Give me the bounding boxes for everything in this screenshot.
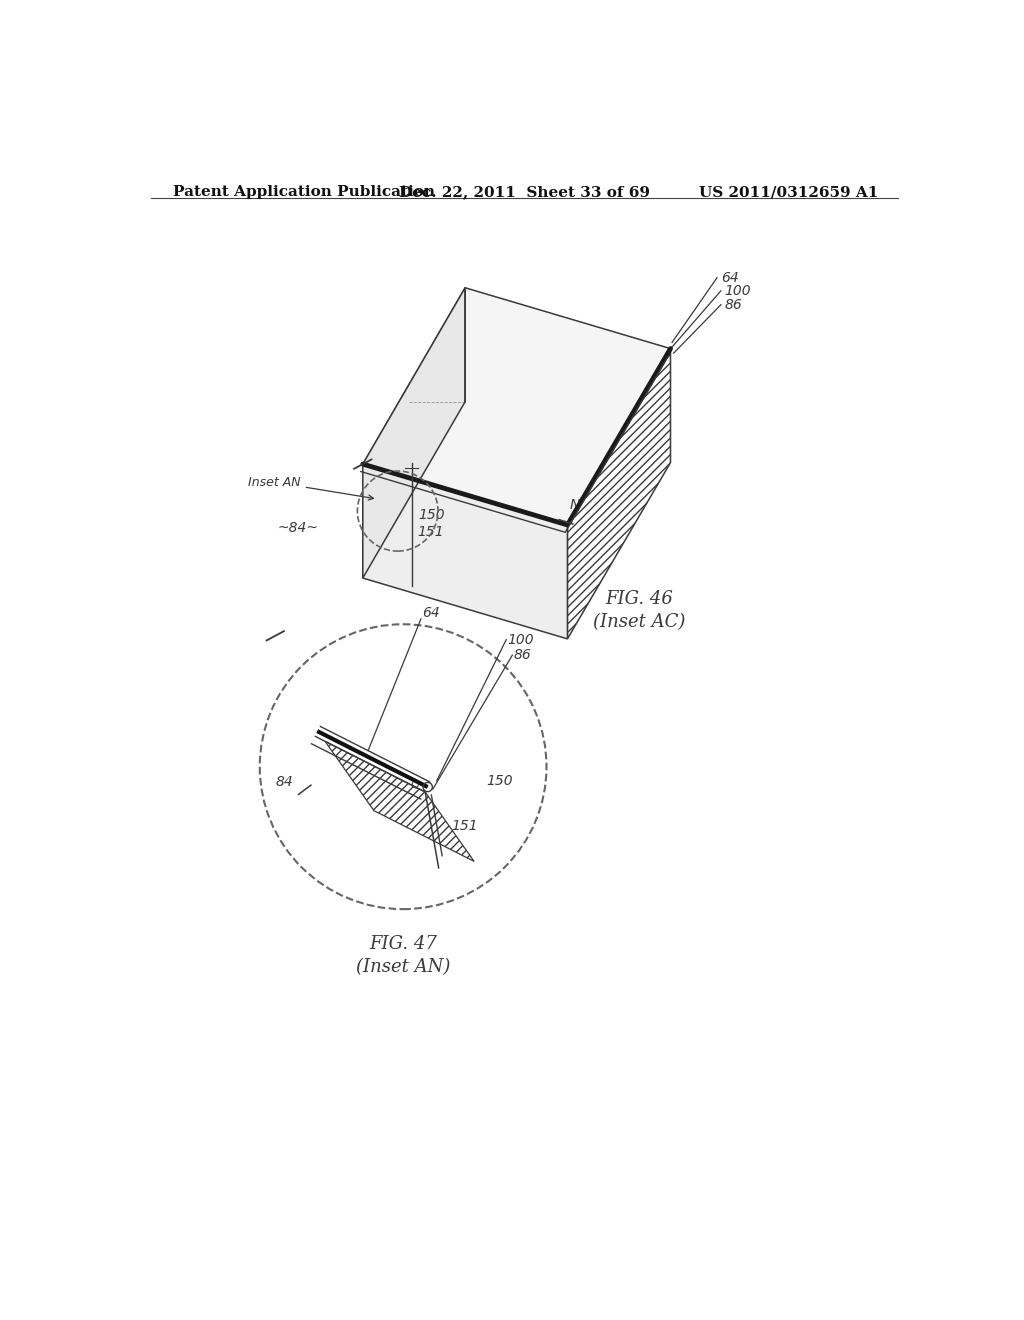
Text: Patent Application Publication: Patent Application Publication [173,185,435,199]
Text: Q: Q [411,780,420,791]
Polygon shape [362,465,567,639]
Text: FIG. 46
(Inset AC): FIG. 46 (Inset AC) [593,590,686,631]
Text: 151: 151 [417,525,443,539]
Text: 64: 64 [423,606,440,619]
Text: 64: 64 [721,271,738,285]
Polygon shape [362,288,671,525]
Polygon shape [567,348,671,639]
Text: 150: 150 [419,508,445,521]
Text: 86: 86 [514,648,531,663]
Text: Dec. 22, 2011  Sheet 33 of 69: Dec. 22, 2011 Sheet 33 of 69 [399,185,650,199]
Polygon shape [325,742,474,862]
Text: ~84~: ~84~ [278,521,319,535]
Text: Inset AN: Inset AN [248,475,374,500]
Text: N: N [569,498,581,512]
Text: 84: 84 [275,775,293,789]
Text: FIG. 47
(Inset AN): FIG. 47 (Inset AN) [356,935,451,977]
Text: 86: 86 [725,298,742,312]
Text: 151: 151 [452,818,478,833]
Polygon shape [362,288,465,578]
Text: 150: 150 [486,774,513,788]
Text: 100: 100 [508,632,535,647]
Text: US 2011/0312659 A1: US 2011/0312659 A1 [698,185,879,199]
Text: 100: 100 [725,284,752,298]
